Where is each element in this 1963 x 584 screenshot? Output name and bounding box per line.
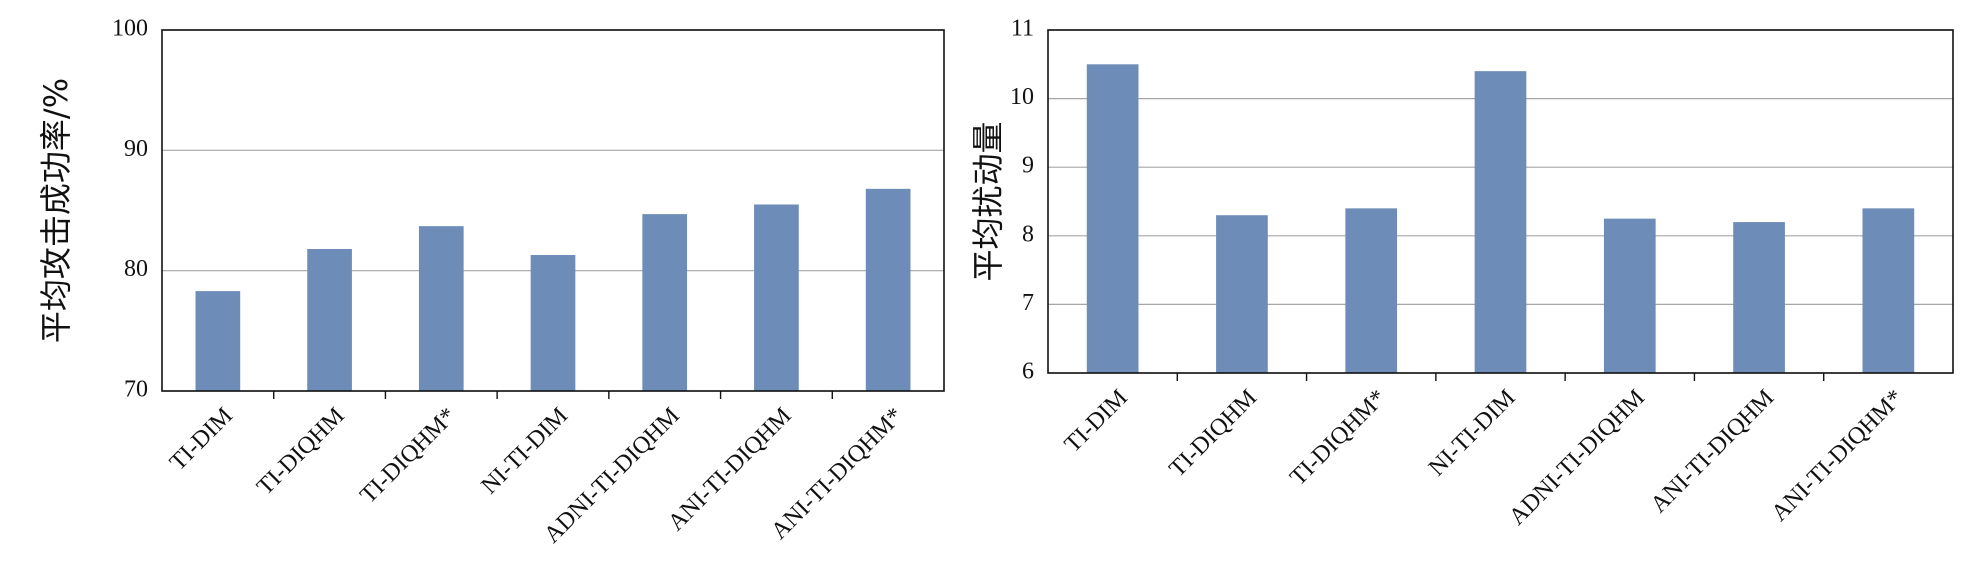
x-tick-label: ANI-TI-DIQHM [1646,385,1779,518]
bar [418,226,464,391]
bar [1474,71,1527,373]
x-tick-label: TI-DIQHM [252,403,350,501]
bar [642,214,688,391]
x-tick-label: ANI-TI-DIQHM* [1767,385,1909,527]
x-tick-label: TI-DIQHM* [355,403,461,509]
bar [1862,208,1915,373]
bar [1345,208,1398,373]
bar [530,255,576,391]
y-tick-label: 90 [124,136,148,162]
y-tick-label: 100 [112,16,148,42]
bar [195,291,241,391]
bar [754,204,799,391]
bar [1603,218,1656,373]
y-axis-title: 平均攻击成功率/% [37,78,75,343]
y-tick-label: 7 [1022,290,1034,316]
x-tick-label: TI-DIM [165,403,238,476]
x-tick-label: TI-DIQHM [1164,385,1262,483]
y-tick-label: 70 [124,377,148,403]
y-axis-title: 平均扰动量 [969,121,1007,281]
y-tick-label: 80 [124,256,148,282]
bar [307,249,352,391]
y-tick-label: 6 [1022,359,1034,385]
bar [1733,222,1785,373]
y-tick-label: 10 [1010,84,1034,110]
y-tick-label: 8 [1022,221,1034,247]
bar [865,188,911,391]
x-tick-label: TI-DIQHM* [1285,385,1391,491]
plot-frame [1047,29,1954,374]
x-tick-label: NI-TI-DIM [1424,385,1521,482]
x-tick-label: TI-DIM [1060,385,1133,458]
x-tick-label: NI-TI-DIM [477,403,574,500]
plot-frame [161,29,945,392]
x-tick-label: ADNI-TI-DIQHM [1504,385,1650,531]
y-tick-label: 11 [1011,16,1034,42]
bar [1216,215,1268,373]
y-tick-label: 9 [1022,153,1034,179]
bar [1086,64,1139,374]
